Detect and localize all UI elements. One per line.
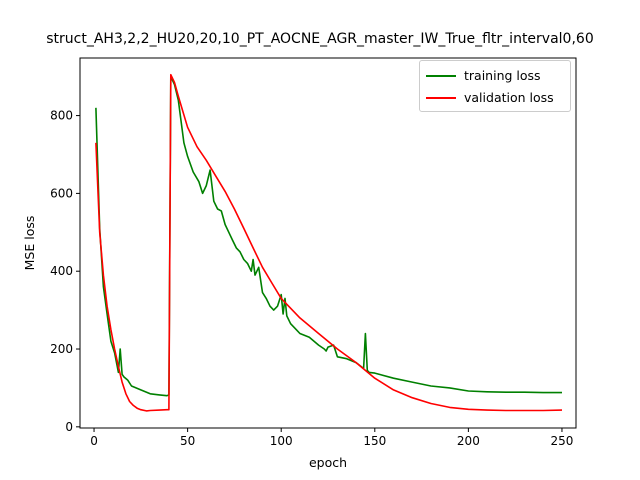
series-line-training: [95, 75, 562, 397]
x-tick-label: 200: [457, 434, 480, 448]
legend-item-training: training loss: [420, 66, 570, 86]
y-axis-ticks: 0 200 400 600 800: [50, 109, 80, 434]
legend-label-training: training loss: [464, 68, 541, 83]
x-axis-ticks: 0 50 100 150 200 250: [90, 428, 573, 448]
y-tick-label: 800: [50, 109, 73, 123]
series-line-validation: [95, 73, 563, 412]
legend: training loss validation loss: [419, 60, 571, 112]
y-tick-label: 400: [50, 264, 73, 278]
legend-swatch-validation: [426, 97, 456, 99]
plot-frame: [79, 57, 577, 429]
y-tick-label: 200: [50, 342, 73, 356]
legend-label-validation: validation loss: [464, 90, 554, 105]
x-tick-label: 50: [180, 434, 195, 448]
y-tick-label: 600: [50, 186, 73, 200]
x-tick-label: 150: [363, 434, 386, 448]
x-tick-label: 250: [551, 434, 574, 448]
legend-item-validation: validation loss: [420, 88, 570, 108]
legend-swatch-training: [426, 75, 456, 77]
y-axis-label: MSE loss: [22, 216, 37, 271]
x-tick-label: 100: [270, 434, 293, 448]
y-tick-label: 0: [65, 420, 73, 434]
chart-title: struct_AH3,2,2_HU20,20,10_PT_AOCNE_AGR_m…: [46, 31, 594, 47]
series-layer: [95, 73, 563, 412]
x-axis-label: epoch: [309, 455, 347, 470]
x-tick-label: 0: [90, 434, 98, 448]
